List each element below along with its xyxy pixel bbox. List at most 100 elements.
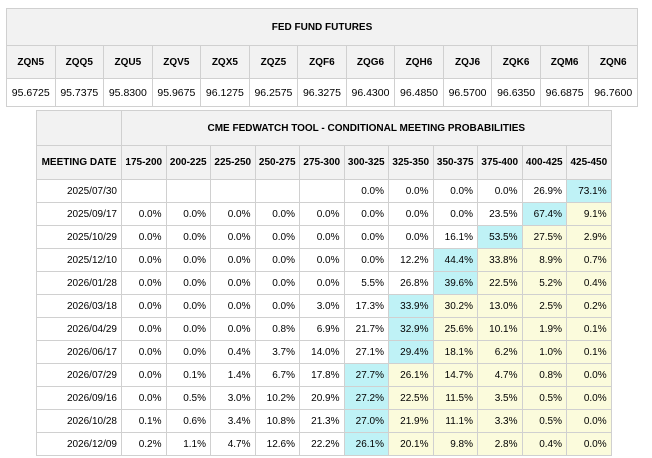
probability-cell: 73.1% xyxy=(566,179,612,203)
probability-cell: 0.0% xyxy=(210,271,256,295)
meeting-row: 2026/12/09 0.2% 1.1% 4.7% 12.6% 22.2% 26.1% 20.… xyxy=(36,432,612,456)
probability-cell: 1.1% xyxy=(165,432,211,456)
meeting-row: 2026/03/18 0.0% 0.0% 0.0% 0.0% 3.0% 17.3% 33.9%… xyxy=(36,294,612,318)
futures-price: 95.8300 xyxy=(103,78,153,107)
probability-cell: 13.0% xyxy=(477,294,523,318)
probability-cell: 4.7% xyxy=(210,432,256,456)
probability-cell: 0.0% xyxy=(121,363,167,387)
probability-cell xyxy=(210,179,256,203)
meeting-date: 2026/10/28 xyxy=(36,409,122,433)
probability-cell: 0.0% xyxy=(432,179,478,203)
probability-cell: 1.4% xyxy=(210,363,256,387)
probability-cell: 0.2% xyxy=(121,432,167,456)
probability-cell xyxy=(299,179,345,203)
probability-cell: 17.3% xyxy=(343,294,389,318)
probability-cell: 26.8% xyxy=(388,271,434,295)
probability-cell: 33.9% xyxy=(388,294,434,318)
probability-cell: 6.9% xyxy=(299,317,345,341)
probability-cell: 0.0% xyxy=(165,202,211,226)
futures-symbol: ZQU5 xyxy=(103,45,153,79)
probability-cell: 3.3% xyxy=(477,409,523,433)
probability-cell: 22.5% xyxy=(477,271,523,295)
probability-cell: 0.0% xyxy=(254,225,300,249)
rate-range-header: 325-350 xyxy=(388,145,434,180)
futures-price: 96.5700 xyxy=(442,78,493,107)
probability-cell: 8.9% xyxy=(521,248,567,272)
probability-cell: 0.5% xyxy=(521,386,567,410)
probability-cell: 0.0% xyxy=(210,225,256,249)
probability-cell: 0.0% xyxy=(477,179,523,203)
futures-price: 96.4850 xyxy=(394,78,444,107)
fedwatch-probabilities-table: CME FEDWATCH TOOL - CONDITIONAL MEETING … xyxy=(36,110,612,456)
probability-cell: 27.5% xyxy=(521,225,567,249)
probability-cell: 22.2% xyxy=(299,432,345,456)
probability-cell: 6.7% xyxy=(254,363,300,387)
rate-range-header: 250-275 xyxy=(254,145,300,180)
probability-cell: 4.7% xyxy=(477,363,523,387)
futures-symbol: ZQJ6 xyxy=(442,45,493,79)
probability-cell: 9.1% xyxy=(566,202,612,226)
probability-cell: 0.0% xyxy=(121,225,167,249)
probability-cell: 0.1% xyxy=(566,317,612,341)
futures-price: 95.7375 xyxy=(54,78,105,107)
probability-cell: 0.7% xyxy=(566,248,612,272)
probability-cell: 0.0% xyxy=(388,179,434,203)
rate-range-header: 400-425 xyxy=(521,145,567,180)
probability-cell: 44.4% xyxy=(432,248,478,272)
probability-cell: 0.0% xyxy=(254,271,300,295)
futures-price: 95.6725 xyxy=(6,78,56,107)
probability-cell: 0.0% xyxy=(121,386,167,410)
probability-cell: 0.4% xyxy=(521,432,567,456)
meeting-row: 2025/12/10 0.0% 0.0% 0.0% 0.0% 0.0% 0.0% 12.2% 4… xyxy=(36,248,612,272)
probability-cell: 0.0% xyxy=(165,225,211,249)
probability-cell: 2.9% xyxy=(566,225,612,249)
futures-price-row: 95.6725 95.7375 95.8300 95.9675 96.1275 96.25… xyxy=(6,78,638,107)
meeting-date: 2025/10/29 xyxy=(36,225,122,249)
meeting-date: 2026/09/16 xyxy=(36,386,122,410)
meeting-date: 2026/03/18 xyxy=(36,294,122,318)
probability-cell: 29.4% xyxy=(388,340,434,364)
probability-cell: 0.0% xyxy=(299,225,345,249)
futures-price: 96.4300 xyxy=(345,78,396,107)
rate-range-header: 350-375 xyxy=(432,145,478,180)
probability-cell: 0.0% xyxy=(165,340,211,364)
probability-cell: 0.0% xyxy=(388,225,434,249)
probability-cell: 0.0% xyxy=(254,294,300,318)
probability-cell: 0.0% xyxy=(121,271,167,295)
futures-symbol: ZQM6 xyxy=(539,45,590,79)
probability-cell: 21.7% xyxy=(343,317,389,341)
probability-cell: 67.4% xyxy=(521,202,567,226)
meeting-row: 2025/07/30 0.0% 0.0% 0.0% 0.0% 26.9% 73.1% xyxy=(36,179,612,203)
probability-cell: 10.2% xyxy=(254,386,300,410)
futures-symbol-row: ZQN5 ZQQ5 ZQU5 ZQV5 ZQX5 ZQZ5 ZQF6 ZQG6 ZQH6 ZQJ6… xyxy=(6,45,638,79)
probability-cell: 0.6% xyxy=(165,409,211,433)
probability-cell: 0.0% xyxy=(121,317,167,341)
probability-cell: 0.0% xyxy=(566,432,612,456)
probability-cell: 0.0% xyxy=(299,202,345,226)
rate-range-header: 225-250 xyxy=(210,145,256,180)
meeting-date: 2026/04/29 xyxy=(36,317,122,341)
probability-cell: 0.1% xyxy=(121,409,167,433)
probability-cell: 33.8% xyxy=(477,248,523,272)
probability-cell: 0.0% xyxy=(343,179,389,203)
probability-cell: 0.0% xyxy=(210,202,256,226)
corner-blank-cell xyxy=(36,110,122,146)
meeting-date: 2026/07/29 xyxy=(36,363,122,387)
probability-cell: 0.8% xyxy=(521,363,567,387)
futures-title: FED FUND FUTURES xyxy=(6,8,638,46)
probability-cell: 0.0% xyxy=(165,294,211,318)
futures-symbol: ZQZ5 xyxy=(248,45,299,79)
meeting-date: 2025/09/17 xyxy=(36,202,122,226)
probability-cell: 1.0% xyxy=(521,340,567,364)
probability-cell: 0.0% xyxy=(343,248,389,272)
meeting-row: 2025/09/17 0.0% 0.0% 0.0% 0.0% 0.0% 0.0% 0.0% 0.… xyxy=(36,202,612,226)
probability-cell: 25.6% xyxy=(432,317,478,341)
meeting-date-header: MEETING DATE xyxy=(36,145,122,180)
futures-symbol: ZQF6 xyxy=(297,45,347,79)
probability-cell xyxy=(165,179,211,203)
futures-price: 96.1275 xyxy=(200,78,250,107)
probability-cell xyxy=(121,179,167,203)
probability-cell: 0.5% xyxy=(165,386,211,410)
probability-cell: 3.0% xyxy=(210,386,256,410)
futures-price: 96.7600 xyxy=(588,78,638,107)
